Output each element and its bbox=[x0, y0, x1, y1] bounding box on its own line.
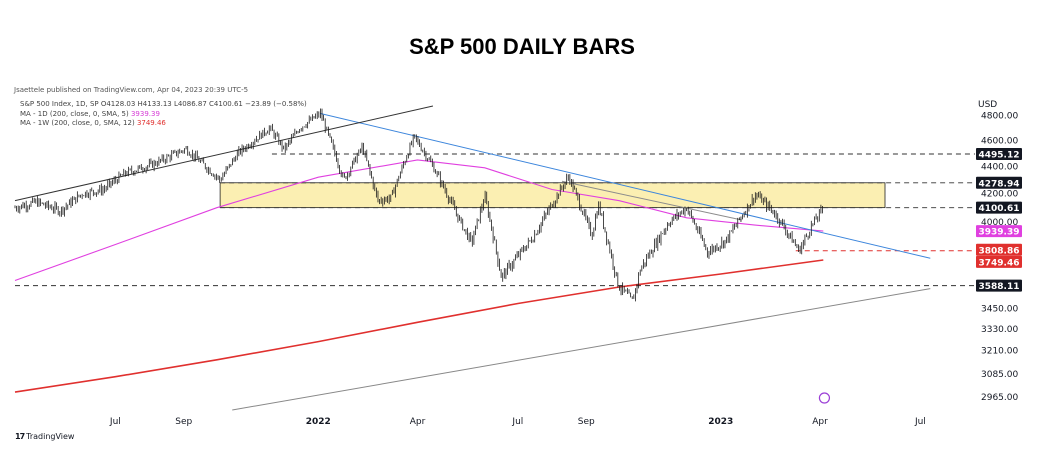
x-tick-label: 2023 bbox=[708, 417, 733, 427]
price-label: 4278.94 bbox=[979, 179, 1020, 189]
tradingview-mark-icon: 17 bbox=[15, 432, 25, 441]
price-label: 3588.11 bbox=[979, 282, 1020, 292]
x-tick-label: 2022 bbox=[306, 417, 331, 427]
y-tick-label: 4200.00 bbox=[981, 190, 1018, 200]
y-tick-label: 3330.00 bbox=[981, 325, 1018, 335]
x-tick-label: Apr bbox=[812, 417, 828, 427]
trendline bbox=[561, 180, 742, 221]
trendline bbox=[232, 288, 931, 411]
price-label: 4495.12 bbox=[979, 150, 1020, 160]
x-tick-label: Jul bbox=[914, 417, 926, 427]
y-tick-label: 4400.00 bbox=[981, 162, 1018, 172]
price-label-box bbox=[976, 176, 1022, 189]
price-label-box bbox=[976, 201, 1022, 214]
trendline bbox=[320, 112, 931, 259]
y-tick-label: 3450.00 bbox=[981, 305, 1018, 315]
tradingview-logo: 17 TradingView bbox=[15, 432, 75, 441]
legend-ma-1d: MA - 1D (200, close, 0, SMA, 5) 3939.39 bbox=[20, 110, 160, 118]
price-label: 3808.86 bbox=[979, 246, 1020, 256]
ma-1d-line bbox=[14, 159, 824, 282]
x-tick-label: Apr bbox=[410, 417, 426, 427]
y-tick-label: 2965.00 bbox=[981, 393, 1018, 403]
x-tick-label: Sep bbox=[175, 417, 192, 427]
ma-1w-line bbox=[14, 259, 824, 393]
x-tick-label: Sep bbox=[578, 417, 595, 427]
y-tick-label: 3085.00 bbox=[981, 370, 1018, 380]
x-tick-label: Jul bbox=[511, 417, 523, 427]
price-label: 4100.61 bbox=[979, 204, 1020, 214]
event-marker-icon bbox=[818, 392, 831, 404]
y-tick-label: 4000.00 bbox=[981, 218, 1018, 228]
chart-title: S&P 500 DAILY BARS bbox=[409, 34, 635, 59]
published-line: Jsaettele published on TradingView.com, … bbox=[14, 86, 249, 94]
price-label: 3939.39 bbox=[979, 228, 1020, 238]
legend-symbol: S&P 500 Index, 1D, SP O4128.03 H4133.13 … bbox=[20, 100, 307, 108]
legend-ma-1w: MA - 1W (200, close, 0, SMA, 12) 3749.46 bbox=[20, 119, 166, 127]
price-label-box bbox=[976, 225, 1022, 238]
price-label: 3749.46 bbox=[979, 258, 1020, 268]
currency-label: USD bbox=[978, 100, 998, 110]
y-tick-label: 3210.00 bbox=[981, 347, 1018, 357]
price-label-box bbox=[976, 255, 1022, 268]
price-label-box bbox=[976, 243, 1022, 256]
price-label-box bbox=[976, 279, 1022, 292]
y-tick-label: 4600.00 bbox=[981, 137, 1018, 147]
price-label-box bbox=[976, 147, 1022, 160]
y-tick-label: 4800.00 bbox=[981, 112, 1018, 122]
x-tick-label: Jul bbox=[109, 417, 121, 427]
trendline bbox=[14, 105, 434, 202]
resistance-zone bbox=[219, 182, 886, 209]
